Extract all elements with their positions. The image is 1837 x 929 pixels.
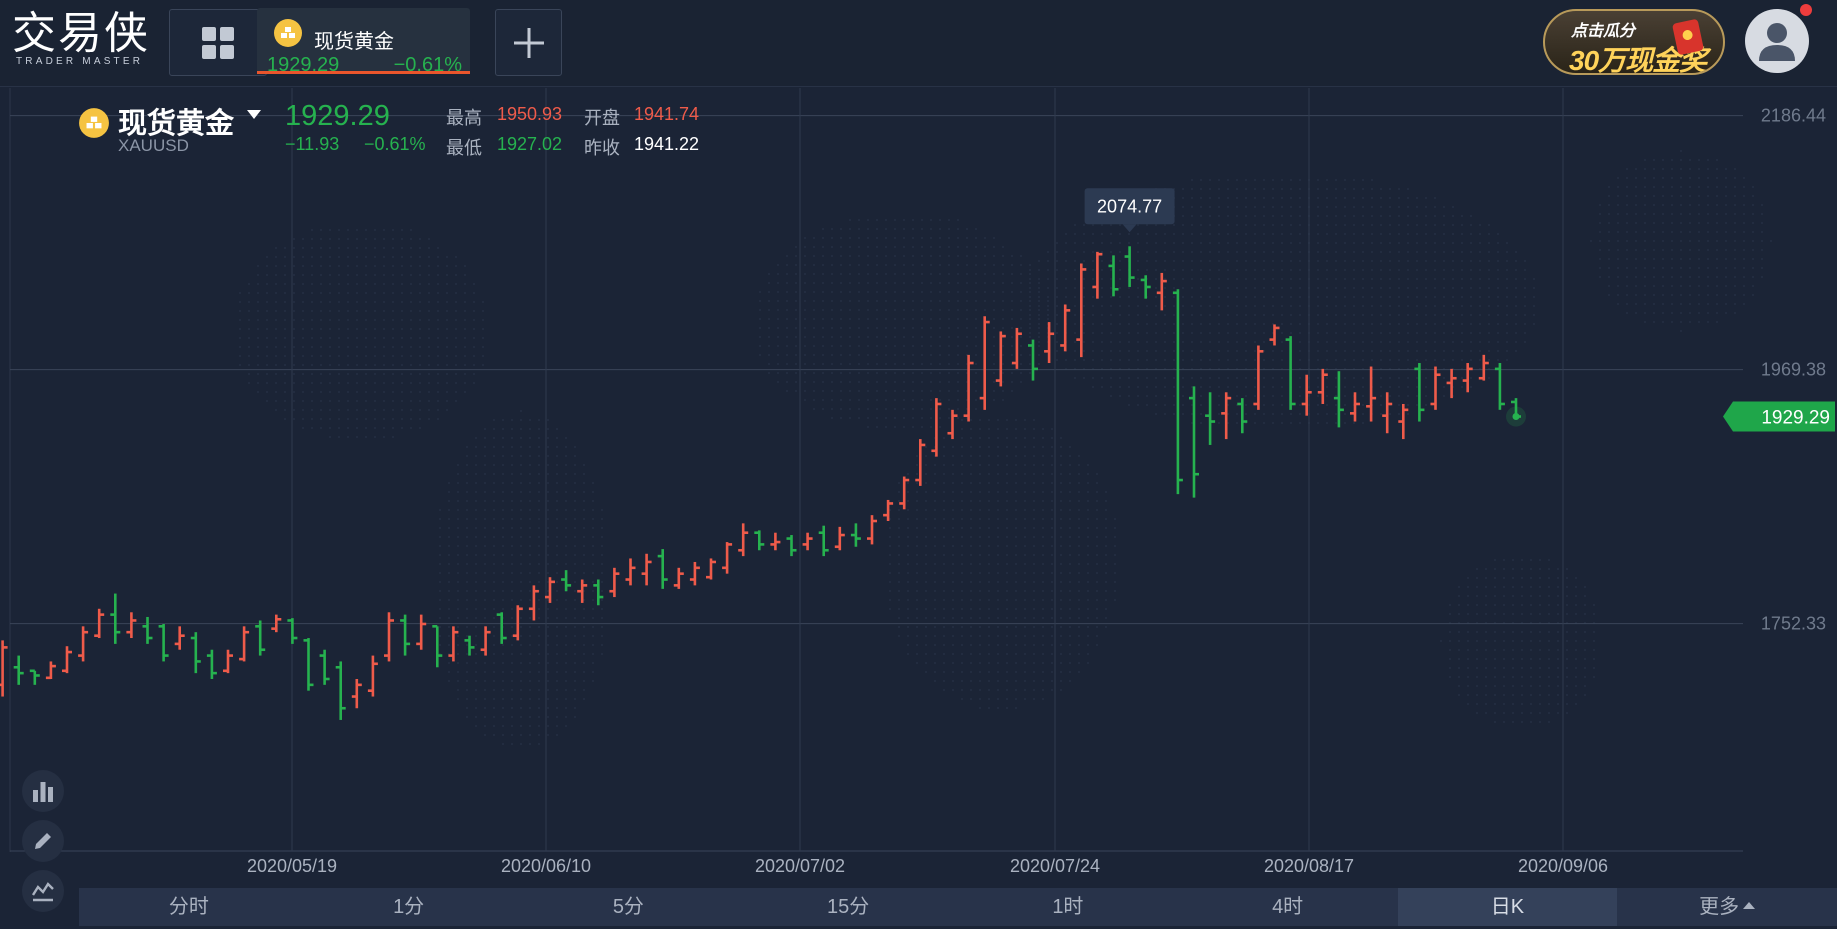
open-label: 开盘 [584, 108, 620, 128]
app-logo[interactable]: 交易侠 TRADER MASTER [12, 10, 152, 70]
x-tick-label: 2020/09/06 [1518, 856, 1608, 876]
plus-icon [513, 27, 544, 58]
high-label: 最高 [446, 108, 482, 128]
last-price-dot [1512, 413, 1520, 421]
add-tab-button[interactable] [495, 9, 562, 76]
gold-coin-icon [274, 19, 302, 47]
tab-active-indicator [257, 71, 470, 74]
world-map-dots [239, 150, 1772, 745]
tab-price: 1929.29 [267, 54, 340, 76]
x-tick-label: 2020/05/19 [247, 856, 337, 876]
indicator-icon [31, 882, 54, 902]
tab-instrument-name: 现货黄金 [314, 31, 394, 53]
pencil-icon [35, 833, 51, 849]
promo-line1: 点击瓜分 [1571, 23, 1636, 40]
promo-banner[interactable]: 点击瓜分 30万现金奖 [1543, 9, 1725, 75]
logo-text-cn: 交易侠 [12, 9, 150, 58]
high-value: 1950.93 [497, 104, 563, 124]
instrument-name[interactable]: 现货黄金 [118, 108, 235, 140]
y-tick-label: 2186.44 [1761, 106, 1826, 126]
top-bar: 交易侠 TRADER MASTER 现货黄金 1929.29 −0.61% 点击… [0, 0, 1837, 87]
bar-chart-icon [33, 782, 53, 802]
x-tick-label: 2020/07/02 [755, 856, 845, 876]
logo-text-en: TRADER MASTER [16, 56, 144, 67]
low-value: 1927.02 [497, 134, 563, 154]
user-avatar[interactable] [1745, 9, 1809, 73]
chart-area[interactable]: 2186.44 1969.38 1752.33 2020/05/19 2020/06/1… [0, 87, 1837, 929]
timeframe-tab[interactable]: 15分 [827, 896, 870, 918]
change-percent: −0.61% [364, 134, 426, 154]
last-price-badge [1723, 401, 1835, 432]
draw-tool-button[interactable] [22, 820, 64, 862]
last-price-badge-label: 1929.29 [1761, 408, 1830, 429]
indicator-button[interactable] [22, 870, 64, 912]
layout-grid-button[interactable] [169, 9, 267, 76]
instrument-dropdown-icon[interactable] [247, 110, 261, 119]
max-tooltip-pointer [1122, 224, 1137, 233]
grid-icon [202, 26, 234, 59]
red-envelope-icon [1671, 18, 1705, 56]
instrument-tab[interactable]: 现货黄金 1929.29 −0.61% [257, 8, 470, 76]
y-tick-label: 1969.38 [1761, 360, 1826, 380]
timeframe-tab[interactable]: 分时 [168, 896, 209, 918]
prev-close-value: 1941.22 [634, 134, 700, 154]
max-price-tooltip [1084, 188, 1175, 225]
max-price-label: 2074.77 [1097, 196, 1162, 216]
instrument-code: XAUUSD [118, 136, 189, 155]
timeframe-tab[interactable]: 1分 [393, 896, 425, 918]
timeframe-tab[interactable]: 5分 [612, 896, 644, 918]
timeframe-tab[interactable]: 4时 [1272, 896, 1304, 918]
x-tick-label: 2020/06/10 [501, 856, 591, 876]
y-tick-label: 1752.33 [1761, 614, 1826, 634]
world-map-dot-pattern [239, 150, 1772, 745]
low-label: 最低 [446, 138, 482, 158]
change-absolute: −11.93 [285, 134, 340, 154]
chart-tools [22, 770, 66, 920]
timeframe-tab[interactable]: 1时 [1052, 896, 1084, 918]
notification-dot [1800, 4, 1812, 16]
x-tick-label: 2020/08/17 [1264, 856, 1354, 876]
timeframe-tab[interactable]: 更多 [1617, 888, 1837, 926]
chart-type-button[interactable] [22, 770, 64, 812]
prev-close-label: 昨收 [584, 138, 620, 158]
timeframe-tab[interactable]: 日K [1397, 888, 1618, 926]
user-icon [1759, 23, 1795, 61]
x-tick-label: 2020/07/24 [1010, 856, 1100, 876]
timeframe-bar: 分时 1分 5分 15分 1时 4时 日K 更多 [79, 888, 1837, 926]
tab-change: −0.61% [393, 54, 462, 76]
open-value: 1941.74 [634, 104, 700, 124]
current-price: 1929.29 [285, 100, 390, 132]
gold-coin-icon [79, 108, 109, 138]
price-chart[interactable]: 2186.44 1969.38 1752.33 2020/05/19 2020/06/1… [0, 87, 1837, 929]
